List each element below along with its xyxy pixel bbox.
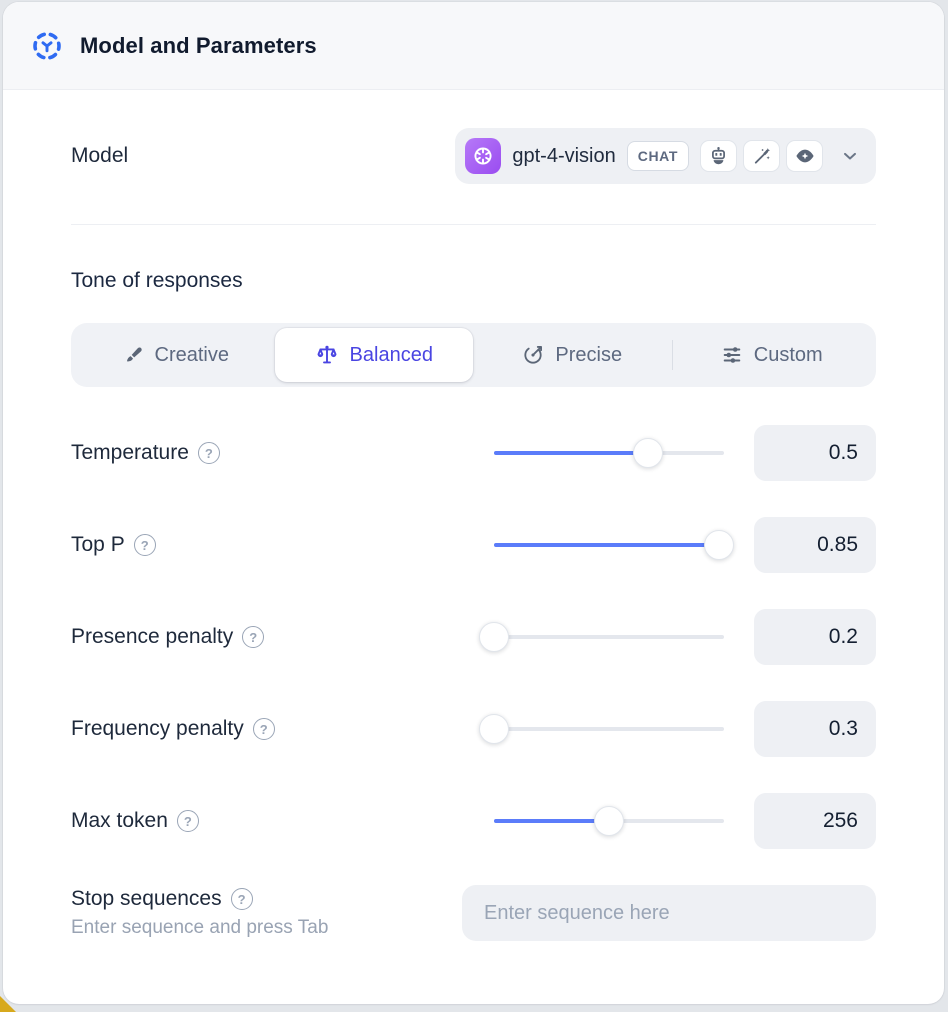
slider-thumb[interactable] [704,530,735,560]
parameter-row-frequency-penalty: Frequency penalty ? 0.3 [71,701,876,757]
tone-option-label: Custom [753,343,823,366]
model-select[interactable]: gpt-4-vision CHAT [455,128,876,184]
tone-option-label: Balanced [349,343,433,366]
slider-thumb[interactable] [479,622,509,652]
vision-capability-chip [786,140,823,172]
panel-header: Model and Parameters [3,2,944,90]
frequency-penalty-slider[interactable] [479,714,724,744]
model-label: Model [71,144,129,167]
max-token-value[interactable]: 256 [754,793,876,849]
slider-thumb[interactable] [594,806,624,836]
chat-mode-badge: CHAT [626,141,689,171]
bot-icon [708,146,729,167]
slider-thumb[interactable] [633,438,664,468]
presence-penalty-slider[interactable] [479,622,724,652]
slider-thumb[interactable] [479,714,509,744]
max-token-slider[interactable] [494,806,724,836]
top-p-label: Top P [71,533,125,556]
paintbrush-icon [122,344,144,366]
help-icon[interactable]: ? [176,810,199,832]
wand-capability-chip [743,140,780,172]
model-name: gpt-4-vision [512,144,616,167]
max-token-label: Max token [71,809,168,832]
stop-sequences-hint: Enter sequence and press Tab [71,917,329,938]
tone-option-precise[interactable]: Precise [473,328,672,382]
wand-sparkles-icon [751,146,772,167]
tone-option-label: Creative [154,343,229,366]
temperature-slider[interactable] [494,438,724,468]
parameter-row-temperature: Temperature ? 0.5 [71,425,876,481]
model-row: Model gpt-4-vision C [71,128,876,184]
parameter-row-max-token: Max token ? 256 [71,793,876,849]
model-parameters-icon [31,30,63,62]
stop-sequences-row: Stop sequences ? Enter sequence and pres… [71,885,876,941]
scales-icon [315,343,339,367]
target-arrow-icon [522,344,544,366]
help-icon[interactable]: ? [197,442,220,464]
parameter-row-top-p: Top P ? 0.85 [71,517,876,573]
tone-option-custom[interactable]: Custom [673,328,872,382]
segmented-divider [671,340,673,370]
frequency-penalty-label: Frequency penalty [71,717,244,740]
help-icon[interactable]: ? [252,718,275,740]
sliders-icon [721,344,743,366]
help-icon[interactable]: ? [230,888,253,910]
openai-logo [465,138,502,174]
presence-penalty-value[interactable]: 0.2 [754,609,876,665]
help-icon[interactable]: ? [133,534,156,556]
temperature-value[interactable]: 0.5 [754,425,876,481]
temperature-label: Temperature [71,441,189,464]
bot-capability-chip [700,140,737,172]
model-parameters-panel: Model and Parameters Model [3,2,944,1004]
presence-penalty-label: Presence penalty [71,625,234,648]
tone-option-balanced[interactable]: Balanced [274,328,473,382]
tone-option-creative[interactable]: Creative [76,328,275,382]
top-p-slider[interactable] [494,530,735,560]
tone-heading: Tone of responses [71,269,243,292]
frequency-penalty-value[interactable]: 0.3 [754,701,876,757]
stop-sequences-label: Stop sequences [71,887,222,910]
tone-segmented-control: Creative [71,323,876,387]
vision-eye-icon [794,145,816,167]
stop-sequence-input[interactable] [462,885,876,941]
help-icon[interactable]: ? [242,626,265,648]
parameter-row-presence-penalty: Presence penalty ? 0.2 [71,609,876,665]
top-p-value[interactable]: 0.85 [754,517,876,573]
section-divider [71,224,876,225]
tone-option-label: Precise [555,343,623,366]
panel-title: Model and Parameters [80,32,317,58]
chevron-down-icon[interactable] [840,146,860,166]
